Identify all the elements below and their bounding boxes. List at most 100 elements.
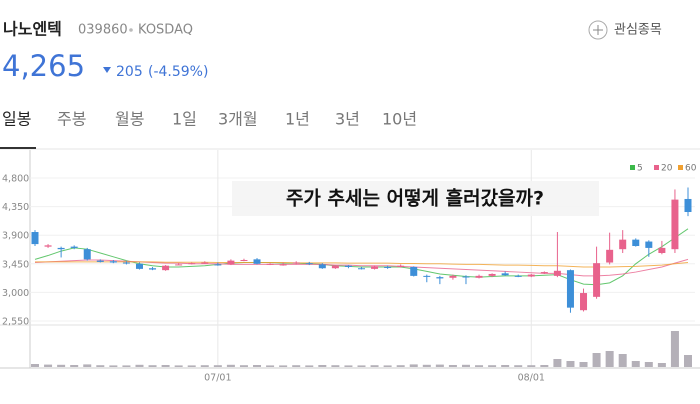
tab[interactable]: 1년	[285, 110, 310, 129]
y-tick-label: 3,000	[2, 288, 29, 299]
candle-body	[527, 274, 535, 277]
candle-body	[371, 266, 379, 269]
volume-bar	[631, 361, 640, 367]
candle-body	[96, 260, 104, 262]
candle-body	[201, 262, 209, 264]
volume-bar	[684, 355, 692, 367]
volume-bar	[566, 361, 575, 367]
candle-body	[475, 275, 483, 278]
plus-icon	[593, 25, 603, 35]
tab[interactable]: 주봉	[57, 110, 86, 129]
candle-body	[619, 239, 627, 250]
tab[interactable]: 1일	[172, 110, 197, 129]
volume-bar	[57, 364, 66, 367]
volume-bar	[644, 362, 653, 367]
volume-bar	[239, 365, 248, 367]
volume-bar	[135, 364, 144, 367]
candle-body	[279, 264, 287, 266]
candle-body	[580, 293, 588, 311]
volume-bar	[187, 365, 196, 367]
annotation: 주가 추세는 어떻게 흘러갔을까?	[286, 187, 544, 210]
candle-body	[83, 249, 91, 260]
volume-bar	[383, 365, 392, 367]
plus-icon	[588, 20, 608, 40]
candle-body	[410, 266, 418, 276]
y-tick-label: 4,800	[2, 174, 29, 185]
tab[interactable]: 월봉	[115, 110, 144, 129]
legend-swatch	[678, 165, 683, 170]
change-pct: (-4.59%)	[148, 64, 208, 80]
volume-bar	[461, 364, 470, 367]
price: 4,265	[2, 49, 85, 83]
candle-body	[397, 265, 405, 267]
candle-body	[658, 247, 666, 253]
candle-body	[240, 259, 248, 261]
volume-bar	[122, 365, 131, 367]
volume-bar	[161, 365, 170, 367]
volume-bar	[96, 365, 105, 367]
volume-bar	[592, 353, 601, 367]
candle-body	[292, 262, 300, 264]
y-tick-label: 3,450	[2, 259, 29, 270]
volume-bar	[514, 365, 523, 367]
volume-bar	[279, 365, 288, 367]
candle-body	[122, 262, 130, 264]
watch-button[interactable]: 관심종목	[588, 20, 662, 40]
volume-bar	[501, 365, 510, 367]
candle-body	[514, 275, 522, 277]
x-tick-label: 08/01	[518, 373, 545, 384]
down-arrow	[103, 67, 111, 73]
candle-body	[684, 198, 692, 213]
volume-bar	[435, 364, 444, 367]
y-tick-label: 2,550	[2, 317, 29, 328]
volume-bar	[318, 365, 327, 367]
legend-label: 5	[637, 164, 643, 174]
candle-body	[305, 263, 313, 265]
candle-body	[645, 241, 653, 248]
candle-body	[462, 276, 470, 278]
volume-bar	[253, 365, 262, 367]
candle-body	[671, 199, 679, 250]
volume-bar	[109, 365, 118, 367]
candle-body	[449, 275, 457, 278]
volume-bar	[657, 363, 666, 367]
volume-bar	[292, 365, 301, 367]
volume-bar	[553, 359, 562, 367]
candle-body	[318, 264, 326, 269]
candle-body	[331, 265, 339, 269]
legend-swatch	[630, 165, 635, 170]
volume-bar	[448, 365, 457, 367]
tab[interactable]: 10년	[382, 110, 417, 129]
candle-body	[501, 273, 509, 276]
candle-body	[632, 239, 640, 247]
candle-body	[70, 246, 78, 248]
annotation-box	[232, 181, 599, 216]
y-tick-label: 4,350	[2, 202, 29, 213]
tab[interactable]: 일봉	[2, 110, 31, 129]
volume-bar	[605, 351, 614, 367]
candle-body	[266, 263, 274, 265]
market: KOSDAQ	[138, 23, 193, 38]
candle-body	[135, 263, 143, 269]
volume-bar	[331, 365, 340, 367]
volume-bar	[396, 365, 405, 367]
volume-bar	[488, 365, 497, 367]
candle-body	[488, 273, 496, 276]
volume-bar	[174, 365, 183, 367]
volume-bar	[670, 331, 679, 367]
moving-average	[34, 228, 689, 286]
watch-label: 관심종목	[614, 23, 662, 38]
volume-bar	[200, 365, 209, 367]
candle-body	[109, 261, 117, 263]
volume-bar	[540, 365, 549, 367]
tab[interactable]: 3년	[335, 110, 360, 129]
tab[interactable]: 3개월	[218, 110, 258, 129]
candle-body	[606, 249, 614, 263]
volume-bar	[266, 365, 275, 367]
volume-bar	[475, 365, 484, 367]
candle-body	[149, 268, 157, 270]
legend-label: 20	[661, 164, 673, 174]
volume-bar	[44, 364, 53, 367]
change: 205	[116, 64, 143, 80]
volume-bar	[226, 364, 235, 367]
